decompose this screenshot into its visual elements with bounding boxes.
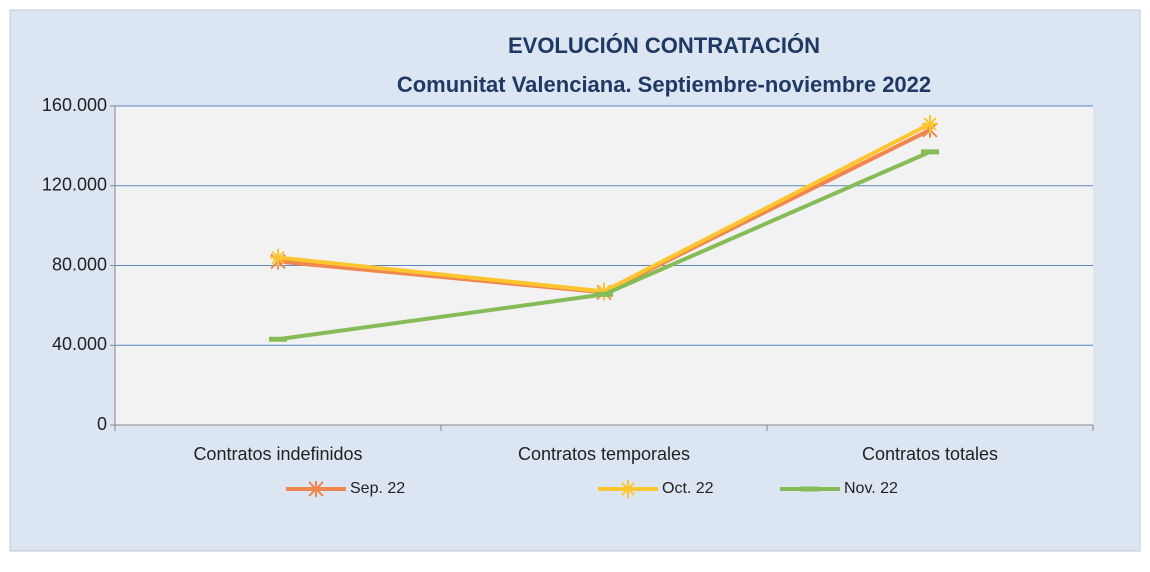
legend-label: Oct. 22 [662,480,714,497]
y-tick-label: 120.000 [42,175,107,195]
chart-subtitle: Comunitat Valenciana. Septiembre-noviemb… [397,72,931,97]
data-point [596,282,612,301]
y-tick-label: 0 [97,414,107,434]
y-tick-label: 80.000 [52,254,107,274]
x-tick-label: Contratos temporales [518,444,690,464]
x-tick-label: Contratos totales [862,444,998,464]
legend-marker [620,480,636,498]
data-point [270,248,286,267]
legend-label: Nov. 22 [844,480,898,497]
x-tick-label: Contratos indefinidos [193,444,362,464]
legend-marker [308,481,324,497]
y-tick-label: 40.000 [52,334,107,354]
legend-label: Sep. 22 [350,480,405,497]
y-tick-label: 160.000 [42,95,107,115]
chart-title: EVOLUCIÓN CONTRATACIÓN [508,33,820,58]
data-point [922,114,938,133]
